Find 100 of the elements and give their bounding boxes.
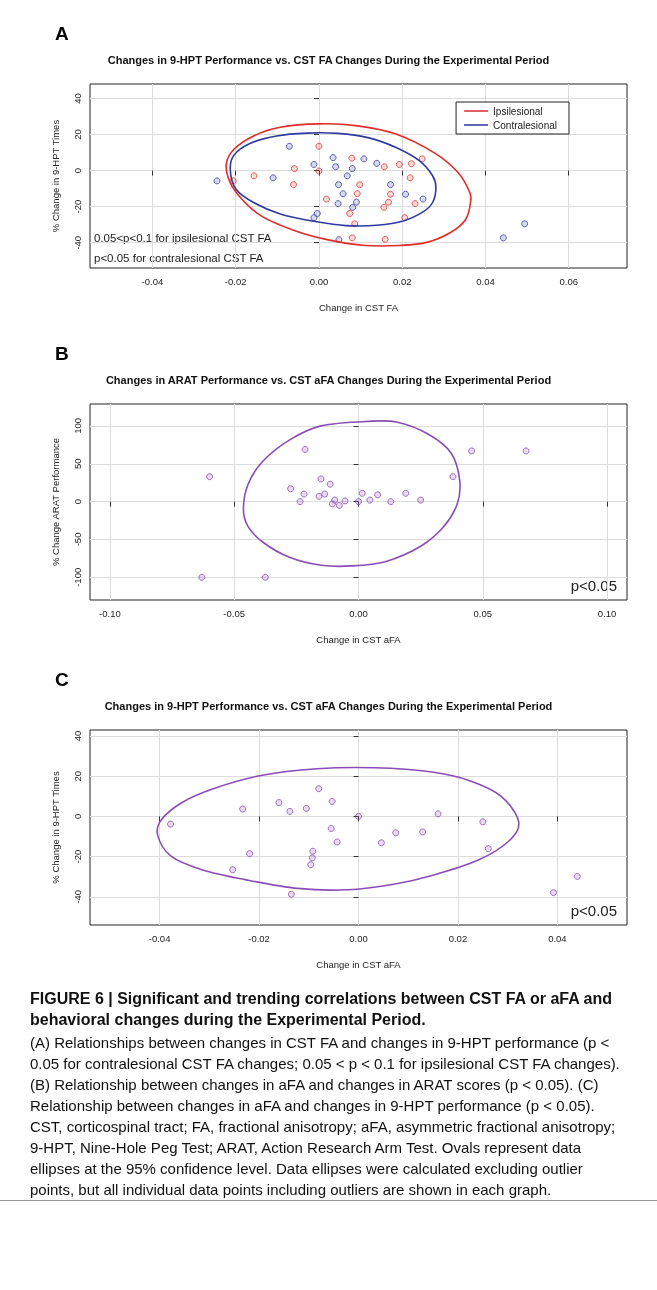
point [309,847,317,855]
y-tick-label: -20 [71,849,83,864]
x-tick-label: 0.00 [309,275,329,287]
x-tick-label: 0.00 [349,932,368,944]
text: B [55,343,69,364]
point [269,174,277,182]
point [419,828,427,836]
point [290,181,298,189]
x-tick-label: 0.02 [448,932,468,944]
point [261,573,269,581]
x-tick-label: -0.10 [99,607,121,619]
point [287,485,295,493]
point [300,490,308,498]
point [246,850,254,858]
point [327,825,335,832]
y-tick-label: 40 [71,93,83,104]
chart-title: Changes in 9-HPT Performance vs. CST FA Changes During the Experimental Period [107,53,550,66]
point [387,498,395,506]
x-tick-label: -0.05 [223,607,246,619]
y-tick-label: 0 [71,167,83,174]
point [352,198,360,206]
point [167,820,175,828]
point [321,490,329,498]
point [380,163,388,171]
point [449,473,457,481]
y-tick-label: 40 [71,730,83,742]
point [384,198,392,206]
y-tick-label: -50 [71,532,83,547]
x-axis-title: Change in CST aFA [316,633,402,645]
point [296,498,304,506]
point [315,167,323,175]
point [573,872,581,880]
point [326,480,334,488]
x-tick-label: -0.02 [248,932,270,944]
point [377,839,385,847]
point [343,172,351,180]
point [285,142,293,150]
point [381,235,389,243]
text: A [55,23,69,44]
x-tick-label: 0.06 [559,275,578,287]
point [417,496,425,504]
x-tick-label: 0.02 [392,275,412,287]
legend-label: Contralesional [493,119,558,131]
point [286,807,294,815]
legend-label: Ipsilesional [493,105,543,117]
point [380,203,388,211]
point [373,159,381,167]
point [468,447,476,455]
x-axis-title: Change in CST FA [318,301,399,313]
text: (A) Relationships between changes in CST FA and changes in 9-HPT performance (p < 0.05 for contralesional CST FA changes; 0.05 < p < 0.1 for ipsilesional CST FA changes). (B) Relationship between changes in aFA and changes in ARAT scores (p < 0.05). (C) Relationship between changes in aFA and changes in 9-HPT performance (p < 0.05). CST, corticospinal tract; FA, fractional anisotropy; aFA, asymmetric fractional anisotropy; 9-HPT, Nine-Hole Peg Test; ARAT, Action Research Arm Test. Ovals represent data ellipses at the 95% confidence level. Data ellipses were calculated excluding outlier points, but all individual data points including outliers are shown in each graph. [30,1033,621,1200]
x-tick-label: -0.04 [148,932,171,944]
point [310,214,318,222]
point [315,142,323,150]
point [329,154,337,162]
point [358,489,366,497]
point [499,234,507,242]
point [198,573,206,581]
point [213,177,221,185]
point [307,861,315,869]
point [348,154,356,162]
x-tick-label: 0.00 [349,607,368,619]
point [302,804,310,812]
point [301,445,309,453]
point [406,174,414,182]
point [315,785,323,793]
point [287,890,295,898]
point [335,181,343,189]
point [356,181,364,189]
point [239,805,247,813]
point [334,200,342,208]
point [521,220,529,228]
point [402,190,410,198]
point [322,195,330,203]
point [328,500,336,508]
point [275,799,283,807]
annotation: p<0.05 [570,902,617,919]
chart-title: Changes in ARAT Performance vs. CST aFA Changes During the Experimental Period [105,373,552,386]
point [395,160,403,168]
annotation: 0.05<p<0.1 for ipsilesional CST FA [94,232,272,244]
point [392,829,400,837]
y-tick-label: 0 [71,813,83,820]
y-axis-title: % Change in 9-HPT Times [49,119,61,233]
point [418,155,426,163]
x-tick-label: -0.04 [141,275,164,287]
x-tick-label: 0.10 [597,607,617,619]
y-tick-label: 50 [71,458,83,470]
point [308,854,316,862]
point [366,496,374,504]
point [348,234,356,242]
point [332,163,340,171]
point [317,475,325,483]
y-tick-label: 0 [71,498,83,505]
point [335,501,343,509]
point [346,210,354,218]
point [419,195,427,203]
point [250,172,258,180]
text: C [55,669,69,690]
point [339,190,347,198]
point [206,473,214,481]
point [407,160,415,168]
